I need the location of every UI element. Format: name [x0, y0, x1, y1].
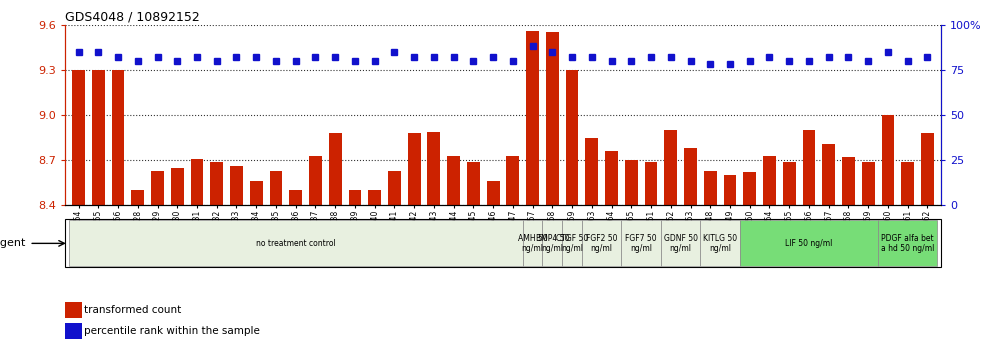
Bar — [566, 70, 579, 354]
Bar — [664, 130, 677, 354]
Bar — [131, 190, 144, 354]
Bar — [582, 221, 622, 266]
Bar — [606, 151, 618, 354]
Bar — [783, 162, 796, 354]
Bar — [622, 221, 661, 266]
Text: transformed count: transformed count — [84, 305, 181, 315]
Bar — [763, 156, 776, 354]
Bar — [427, 132, 440, 354]
Bar — [190, 159, 203, 354]
Bar — [407, 133, 420, 354]
Bar — [842, 157, 855, 354]
Bar — [704, 171, 717, 354]
Text: LIF 50 ng/ml: LIF 50 ng/ml — [785, 239, 833, 248]
Bar — [112, 70, 124, 354]
Bar — [388, 171, 400, 354]
Bar — [487, 181, 500, 354]
Text: agent: agent — [0, 238, 25, 249]
Bar — [661, 221, 700, 266]
Bar — [823, 144, 835, 354]
Bar — [743, 172, 756, 354]
Text: FGF7 50
ng/ml: FGF7 50 ng/ml — [625, 234, 657, 253]
Bar — [700, 221, 740, 266]
Bar — [523, 221, 543, 266]
Bar — [270, 171, 283, 354]
Bar — [309, 156, 322, 354]
Bar — [526, 31, 539, 354]
Text: no treatment control: no treatment control — [256, 239, 336, 248]
Bar — [644, 162, 657, 354]
Bar — [684, 148, 697, 354]
Bar — [92, 70, 105, 354]
Bar — [862, 162, 874, 354]
Text: CTGF 50
ng/ml: CTGF 50 ng/ml — [556, 234, 589, 253]
Bar — [506, 156, 519, 354]
Text: KITLG 50
ng/ml: KITLG 50 ng/ml — [703, 234, 737, 253]
Text: AMH 50
ng/ml: AMH 50 ng/ml — [518, 234, 548, 253]
Bar — [369, 190, 381, 354]
Bar — [151, 171, 164, 354]
Bar — [210, 162, 223, 354]
Bar — [624, 160, 637, 354]
Bar — [289, 190, 302, 354]
Bar — [723, 175, 736, 354]
Bar — [230, 166, 243, 354]
Bar — [562, 221, 582, 266]
Bar — [803, 130, 816, 354]
Bar — [921, 133, 934, 354]
Bar — [171, 168, 183, 354]
Bar — [901, 162, 914, 354]
Text: FGF2 50
ng/ml: FGF2 50 ng/ml — [586, 234, 618, 253]
Bar — [250, 181, 263, 354]
Bar — [467, 162, 480, 354]
Text: BMP4 50
ng/ml: BMP4 50 ng/ml — [536, 234, 569, 253]
Bar — [65, 302, 82, 318]
Bar — [329, 133, 342, 354]
Bar — [878, 221, 937, 266]
Text: GDS4048 / 10892152: GDS4048 / 10892152 — [65, 11, 199, 24]
Bar — [69, 221, 523, 266]
Bar — [543, 221, 562, 266]
Bar — [349, 190, 362, 354]
Text: GDNF 50
ng/ml: GDNF 50 ng/ml — [663, 234, 697, 253]
Bar — [72, 70, 85, 354]
Bar — [740, 221, 878, 266]
Bar — [881, 115, 894, 354]
Bar — [65, 323, 82, 339]
Bar — [546, 32, 559, 354]
Bar — [586, 138, 599, 354]
Text: percentile rank within the sample: percentile rank within the sample — [84, 326, 260, 336]
Bar — [447, 156, 460, 354]
Text: PDGF alfa bet
a hd 50 ng/ml: PDGF alfa bet a hd 50 ng/ml — [881, 234, 934, 253]
